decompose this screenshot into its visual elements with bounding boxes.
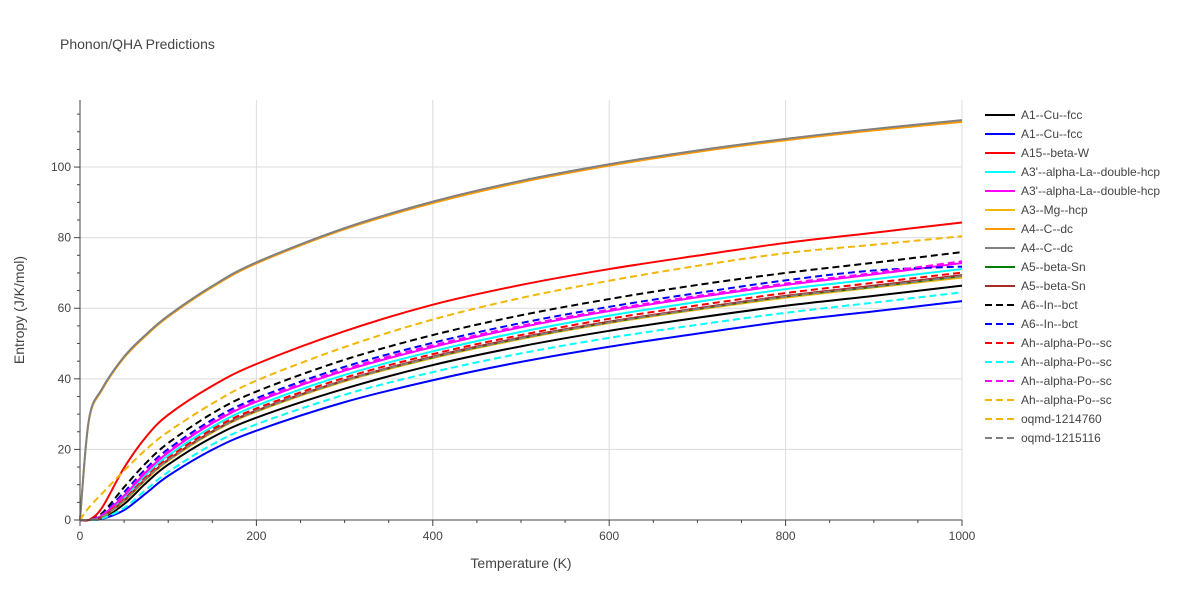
series-line-5[interactable] (79, 276, 963, 522)
y-axis-label: Entropy (J/K/mol) (11, 256, 27, 364)
series-line-12[interactable] (79, 271, 963, 522)
legend-item[interactable]: Ah--alpha-Po--sc (985, 336, 1112, 350)
legend-label: A1--Cu--fcc (1021, 108, 1082, 122)
legend-item[interactable]: oqmd-1214760 (985, 412, 1102, 426)
legend-item[interactable]: oqmd-1215116 (985, 431, 1101, 445)
series-line-10[interactable] (79, 251, 963, 522)
x-axis-label: Temperature (K) (470, 555, 571, 571)
legend-label: A5--beta-Sn (1021, 260, 1086, 274)
x-tick-label: 600 (599, 529, 619, 543)
legend: A1--Cu--fcc A1--Cu--fcc A15--beta-W A3'--al… (985, 108, 1160, 445)
y-tick-label: 40 (58, 372, 72, 386)
legend-item[interactable]: A1--Cu--fcc (985, 108, 1082, 122)
legend-label: A15--beta-W (1021, 146, 1090, 160)
legend-item[interactable]: A4--C--dc (985, 222, 1073, 236)
legend-label: Ah--alpha-Po--sc (1021, 374, 1112, 388)
y-tick-label: 100 (51, 160, 71, 174)
legend-item[interactable]: Ah--alpha-Po--sc (985, 355, 1112, 369)
series-line-14[interactable] (79, 260, 963, 522)
legend-item[interactable]: A15--beta-W (985, 146, 1090, 160)
series-line-8[interactable] (79, 275, 963, 522)
x-tick-label: 400 (423, 529, 443, 543)
x-tick-label: 800 (776, 529, 796, 543)
series-line-2[interactable] (79, 221, 963, 522)
legend-item[interactable]: A5--beta-Sn (985, 260, 1086, 274)
series-line-0[interactable] (79, 284, 963, 522)
series-line-3[interactable] (79, 268, 963, 522)
legend-item[interactable]: Ah--alpha-Po--sc (985, 374, 1112, 388)
legend-label: A3--Mg--hcp (1021, 203, 1088, 217)
series-line-17[interactable] (79, 275, 963, 522)
legend-item[interactable]: A3'--alpha-La--double-hcp (985, 184, 1160, 198)
series-line-9[interactable] (79, 274, 963, 522)
chart-title: Phonon/QHA Predictions (60, 36, 215, 52)
series-line-13[interactable] (79, 291, 963, 522)
legend-item[interactable]: A3--Mg--hcp (985, 203, 1088, 217)
legend-label: A4--C--dc (1021, 222, 1073, 236)
x-tick-label: 1000 (949, 529, 976, 543)
legend-item[interactable]: Ah--alpha-Po--sc (985, 393, 1112, 407)
legend-label: A3'--alpha-La--double-hcp (1021, 165, 1160, 179)
plot-area[interactable] (79, 119, 963, 522)
series-line-15[interactable] (79, 235, 963, 521)
legend-label: A6--In--bct (1021, 298, 1078, 312)
legend-label: oqmd-1214760 (1021, 412, 1102, 426)
y-tick-label: 80 (58, 231, 72, 245)
legend-label: Ah--alpha-Po--sc (1021, 393, 1112, 407)
legend-item[interactable]: A1--Cu--fcc (985, 127, 1082, 141)
legend-label: Ah--alpha-Po--sc (1021, 355, 1112, 369)
legend-label: A6--In--bct (1021, 317, 1078, 331)
legend-label: A5--beta-Sn (1021, 279, 1086, 293)
series-line-11[interactable] (79, 265, 963, 522)
y-tick-label: 0 (64, 513, 71, 527)
x-tick-label: 200 (246, 529, 266, 543)
x-tick-label: 0 (77, 529, 84, 543)
series-line-16[interactable] (79, 276, 963, 522)
legend-label: A1--Cu--fcc (1021, 127, 1082, 141)
legend-item[interactable]: A6--In--bct (985, 317, 1078, 331)
y-tick-label: 60 (58, 301, 72, 315)
legend-item[interactable]: A4--C--dc (985, 241, 1073, 255)
legend-item[interactable]: A6--In--bct (985, 298, 1078, 312)
legend-label: A4--C--dc (1021, 241, 1073, 255)
y-tick-label: 20 (58, 442, 72, 456)
legend-label: oqmd-1215116 (1021, 431, 1101, 445)
legend-item[interactable]: A3'--alpha-La--double-hcp (985, 165, 1160, 179)
legend-label: Ah--alpha-Po--sc (1021, 336, 1112, 350)
legend-label: A3'--alpha-La--double-hcp (1021, 184, 1160, 198)
legend-item[interactable]: A5--beta-Sn (985, 279, 1086, 293)
grid-lines (80, 100, 963, 520)
series-line-1[interactable] (79, 300, 963, 522)
series-line-7[interactable] (79, 119, 963, 521)
axes: 0 200 400 600 800 1000 0 20 40 60 80 100 (51, 100, 976, 543)
